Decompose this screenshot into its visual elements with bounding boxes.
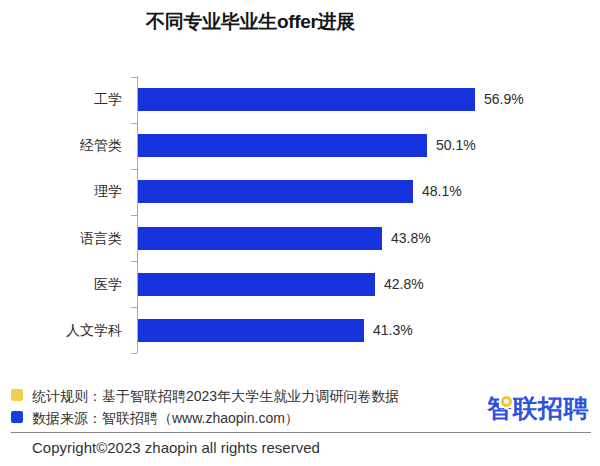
bar-row: 经管类 50.1%: [0, 134, 600, 157]
category-label: 人文学科: [66, 319, 122, 342]
axis-tick: [131, 307, 137, 308]
zhaopin-logo: 智联招聘: [487, 392, 591, 424]
bar: [138, 319, 364, 342]
value-label: 41.3%: [373, 319, 413, 342]
axis-tick: [131, 169, 137, 170]
bar: [138, 227, 382, 250]
bar-row: 医学 42.8%: [0, 273, 600, 296]
legend-swatch-yellow: [11, 389, 23, 401]
zhaopin-logo-dot-icon: [501, 396, 512, 407]
value-label: 50.1%: [436, 134, 476, 157]
legend-text-source: 数据来源：智联招聘（www.zhaopin.com）: [32, 410, 299, 428]
axis-tick: [131, 261, 137, 262]
bar-row: 工学 56.9%: [0, 88, 600, 111]
category-label: 理学: [94, 180, 122, 203]
legend-text-rule: 统计规则：基于智联招聘2023年大学生就业力调研问卷数据: [32, 388, 399, 406]
chart-title: 不同专业毕业生offer进展: [146, 9, 355, 35]
value-label: 43.8%: [391, 227, 431, 250]
category-label: 医学: [94, 273, 122, 296]
bar-row: 语言类 43.8%: [0, 227, 600, 250]
bar-row: 人文学科 41.3%: [0, 319, 600, 342]
category-label: 经管类: [80, 134, 122, 157]
value-label: 56.9%: [484, 88, 524, 111]
bar: [138, 88, 475, 111]
y-axis-line: [137, 76, 138, 353]
axis-tick: [131, 353, 137, 354]
page-root: 不同专业毕业生offer进展 工学 56.9% 经管类 50.1% 理学 48.1% 语言类…: [0, 0, 600, 466]
footer-divider: [11, 432, 591, 433]
bar-row: 理学 48.1%: [0, 180, 600, 203]
legend-swatch-blue: [11, 411, 23, 423]
axis-tick: [131, 215, 137, 216]
value-label: 42.8%: [384, 273, 424, 296]
axis-tick: [131, 123, 137, 124]
bar: [138, 273, 375, 296]
category-label: 工学: [94, 88, 122, 111]
value-label: 48.1%: [422, 180, 462, 203]
bar: [138, 134, 427, 157]
copyright-text: Copyright©2023 zhaopin all rights reserv…: [32, 439, 320, 456]
axis-tick: [131, 77, 137, 78]
bar: [138, 180, 413, 203]
category-label: 语言类: [80, 227, 122, 250]
